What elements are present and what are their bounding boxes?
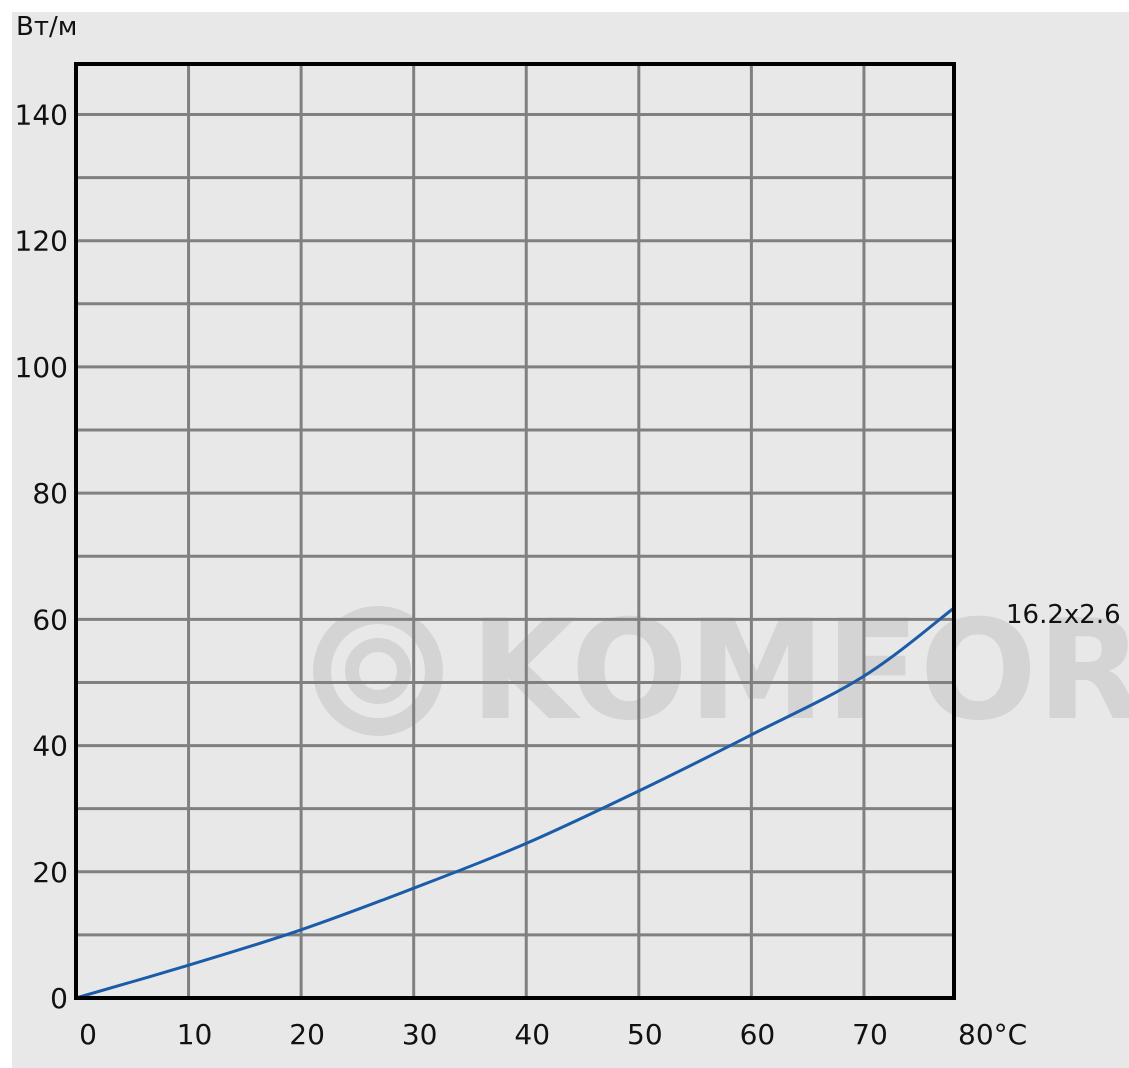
x-axis-end-label: 80°C (958, 1018, 1027, 1051)
watermark: KOMFORT (313, 590, 1129, 751)
plot-area (76, 64, 954, 998)
y-tick-label: 60 (32, 603, 68, 636)
y-tick-label: 80 (32, 477, 68, 510)
y-axis-unit-label: Вт/м (16, 12, 77, 42)
x-tick-label: 10 (177, 1018, 213, 1051)
x-tick-label: 30 (402, 1018, 438, 1051)
x-tick-label: 20 (289, 1018, 325, 1051)
grid-lines (76, 64, 954, 998)
y-tick-label: 20 (32, 856, 68, 889)
series-layer: 16.2x2.6 (75, 600, 1121, 1000)
chart-panel (12, 12, 1129, 1068)
series-label: 16.2x2.6 (1006, 600, 1121, 630)
series-line-16-2x2-6 (75, 606, 955, 1000)
plot-frame (74, 62, 956, 1000)
x-tick-label: 60 (740, 1018, 776, 1051)
x-tick-label: 70 (852, 1018, 888, 1051)
x-tick-label: 40 (514, 1018, 550, 1051)
y-tick-label: 140 (15, 98, 68, 131)
y-tick-label: 120 (15, 225, 68, 258)
y-tick-label: 100 (15, 351, 68, 384)
x-tick-label: 50 (627, 1018, 663, 1051)
y-tick-label: 0 (50, 982, 68, 1015)
watermark-text: KOMFORT (470, 590, 1129, 751)
y-tick-label: 40 (32, 730, 68, 763)
axis-labels: 0 20 40 60 80 100 120 140 0 10 20 30 40 50 60 70 (15, 98, 888, 1051)
x-tick-label: 0 (79, 1018, 97, 1051)
komfort-logo-icon (313, 606, 443, 736)
